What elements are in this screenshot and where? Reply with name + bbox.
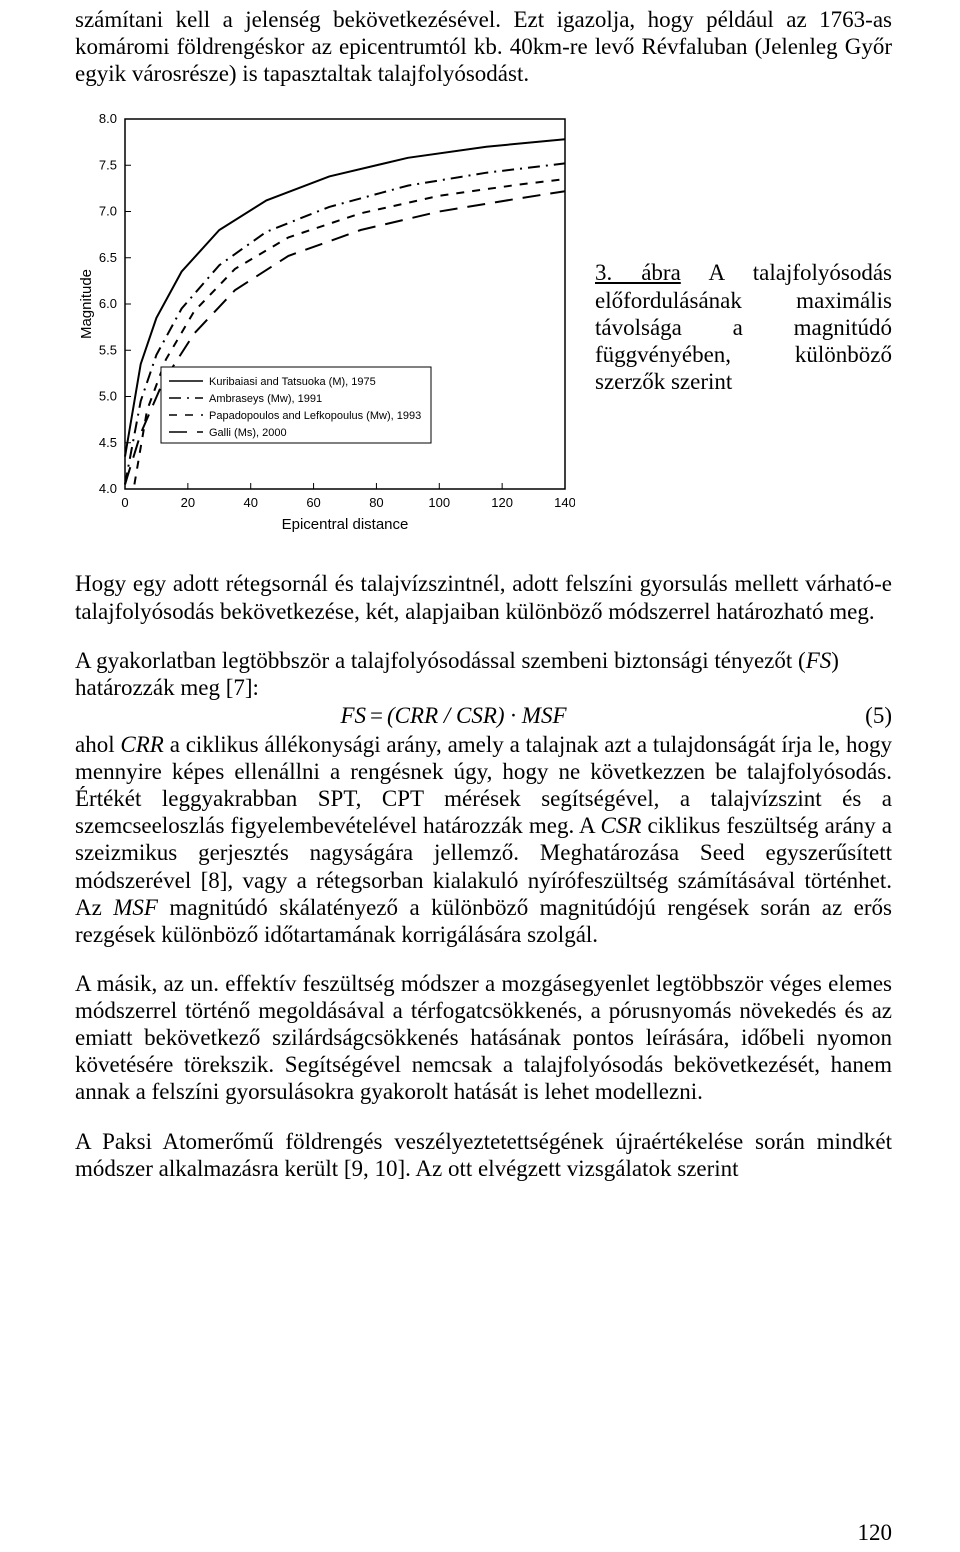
magnitude-distance-chart: 4.0 4.5 5.0 5.5 6.0 6.5 7.0 7.5 8.0 0 20 40 60 80 100 1…: [75, 109, 575, 539]
svg-text:8.0: 8.0: [99, 111, 117, 126]
equation-5: FS=(CRR / CSR) · MSF (5): [75, 703, 892, 729]
svg-text:4.5: 4.5: [99, 435, 117, 450]
svg-text:6.0: 6.0: [99, 296, 117, 311]
svg-text:60: 60: [306, 495, 320, 510]
equation-rhs: (CRR / CSR) · MSF: [387, 703, 567, 728]
svg-text:Magnitude: Magnitude: [78, 269, 95, 339]
svg-text:120: 120: [491, 495, 513, 510]
paragraph-ahol: ahol CRR a ciklikus állékonysági arány, …: [75, 731, 892, 948]
paragraph-fs-lead: A gyakorlatban legtöbbször a talajfolyós…: [75, 647, 892, 701]
svg-text:5.5: 5.5: [99, 343, 117, 358]
svg-text:Ambraseys (Mw), 1991: Ambraseys (Mw), 1991: [209, 393, 322, 405]
equation-number: (5): [832, 703, 892, 729]
svg-text:7.0: 7.0: [99, 204, 117, 219]
svg-text:5.0: 5.0: [99, 389, 117, 404]
figure-3: 4.0 4.5 5.0 5.5 6.0 6.5 7.0 7.5 8.0 0 20 40 60 80 100 1…: [75, 109, 892, 544]
paragraph-masik: A másik, az un. effektív feszültség móds…: [75, 970, 892, 1106]
svg-text:6.5: 6.5: [99, 250, 117, 265]
paragraph-intro: számítani kell a jelenség bekövetkezésév…: [75, 6, 892, 87]
svg-text:4.0: 4.0: [99, 481, 117, 496]
ahol-text-1: ahol: [75, 732, 120, 757]
equation-body: FS=(CRR / CSR) · MSF: [75, 703, 832, 729]
page-number: 120: [858, 1520, 893, 1546]
equation-lhs: FS: [340, 703, 366, 728]
svg-text:Papadopoulos and Lefkopoulus (: Papadopoulos and Lefkopoulus (Mw), 1993: [209, 410, 421, 422]
paragraph-paksi: A Paksi Atomerőmű földrengés veszélyezte…: [75, 1128, 892, 1182]
svg-text:140: 140: [554, 495, 575, 510]
figure-3-chart: 4.0 4.5 5.0 5.5 6.0 6.5 7.0 7.5 8.0 0 20 40 60 80 100 1…: [75, 109, 575, 544]
figure-3-caption: 3. ábra A talajfolyósodás előfordulásána…: [595, 259, 892, 395]
figure-3-caption-box: 3. ábra A talajfolyósodás előfordulásána…: [595, 109, 892, 395]
figure-caption-prefix: 3. ábra: [595, 260, 681, 285]
crr-variable: CRR: [120, 732, 163, 757]
svg-text:Kuribaiasi and Tatsuoka (M), 1: Kuribaiasi and Tatsuoka (M), 1975: [209, 376, 376, 388]
svg-text:Galli (Ms), 2000: Galli (Ms), 2000: [209, 427, 287, 439]
svg-text:20: 20: [181, 495, 195, 510]
svg-text:7.5: 7.5: [99, 158, 117, 173]
fs-lead-text: A gyakorlatban legtöbbször a talajfolyós…: [75, 648, 806, 673]
document-page: számítani kell a jelenség bekövetkezésév…: [0, 0, 960, 1552]
msf-variable: MSF: [113, 895, 158, 920]
ahol-text-4: magnitúdó skálatényező a különböző magni…: [75, 895, 898, 947]
svg-text:0: 0: [121, 495, 128, 510]
fs-variable: FS: [806, 648, 832, 673]
svg-text:40: 40: [243, 495, 257, 510]
svg-text:100: 100: [428, 495, 450, 510]
svg-text:Epicentral distance: Epicentral distance: [282, 516, 409, 533]
equation-equals: =: [366, 703, 387, 728]
csr-variable: CSR: [601, 813, 642, 838]
svg-text:80: 80: [369, 495, 383, 510]
paragraph-hogy: Hogy egy adott rétegsornál és talajvízsz…: [75, 570, 892, 624]
